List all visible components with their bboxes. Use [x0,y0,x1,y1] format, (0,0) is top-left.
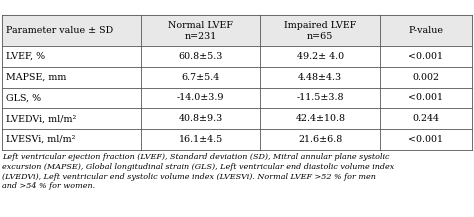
Text: <0.001: <0.001 [409,94,443,102]
Text: Normal LVEF
n=231: Normal LVEF n=231 [168,21,233,41]
Text: MAPSE, mm: MAPSE, mm [6,73,66,82]
Text: 16.1±4.5: 16.1±4.5 [179,135,223,144]
Text: P-value: P-value [409,26,443,35]
Text: LVESVi, ml/m²: LVESVi, ml/m² [6,135,75,144]
Text: <0.001: <0.001 [409,135,443,144]
Text: -11.5±3.8: -11.5±3.8 [297,94,344,102]
Text: 60.8±5.3: 60.8±5.3 [178,52,223,61]
Text: 40.8±9.3: 40.8±9.3 [179,114,223,123]
Text: 4.48±4.3: 4.48±4.3 [298,73,342,82]
Bar [2,108,472,129]
Bar [2,67,472,88]
Bar [2,46,472,67]
Text: 49.2± 4.0: 49.2± 4.0 [297,52,344,61]
Bar [2,129,472,150]
Text: 21.6±6.8: 21.6±6.8 [298,135,342,144]
Text: LVEF, %: LVEF, % [6,52,46,61]
Text: GLS, %: GLS, % [6,94,41,102]
Text: -14.0±3.9: -14.0±3.9 [177,94,224,102]
Bar [2,15,472,46]
Text: 0.244: 0.244 [412,114,439,123]
Text: Parameter value ± SD: Parameter value ± SD [6,26,113,35]
Text: 0.002: 0.002 [412,73,439,82]
Text: LVEDVi, ml/m²: LVEDVi, ml/m² [6,114,76,123]
Text: 6.7±5.4: 6.7±5.4 [182,73,220,82]
Text: Impaired LVEF
n=65: Impaired LVEF n=65 [284,21,356,41]
Bar [2,88,472,108]
Text: 42.4±10.8: 42.4±10.8 [295,114,345,123]
Text: Left ventricular ejection fraction (LVEF), Standard deviation (SD), Mitral annul: Left ventricular ejection fraction (LVEF… [2,153,395,190]
Text: <0.001: <0.001 [409,52,443,61]
